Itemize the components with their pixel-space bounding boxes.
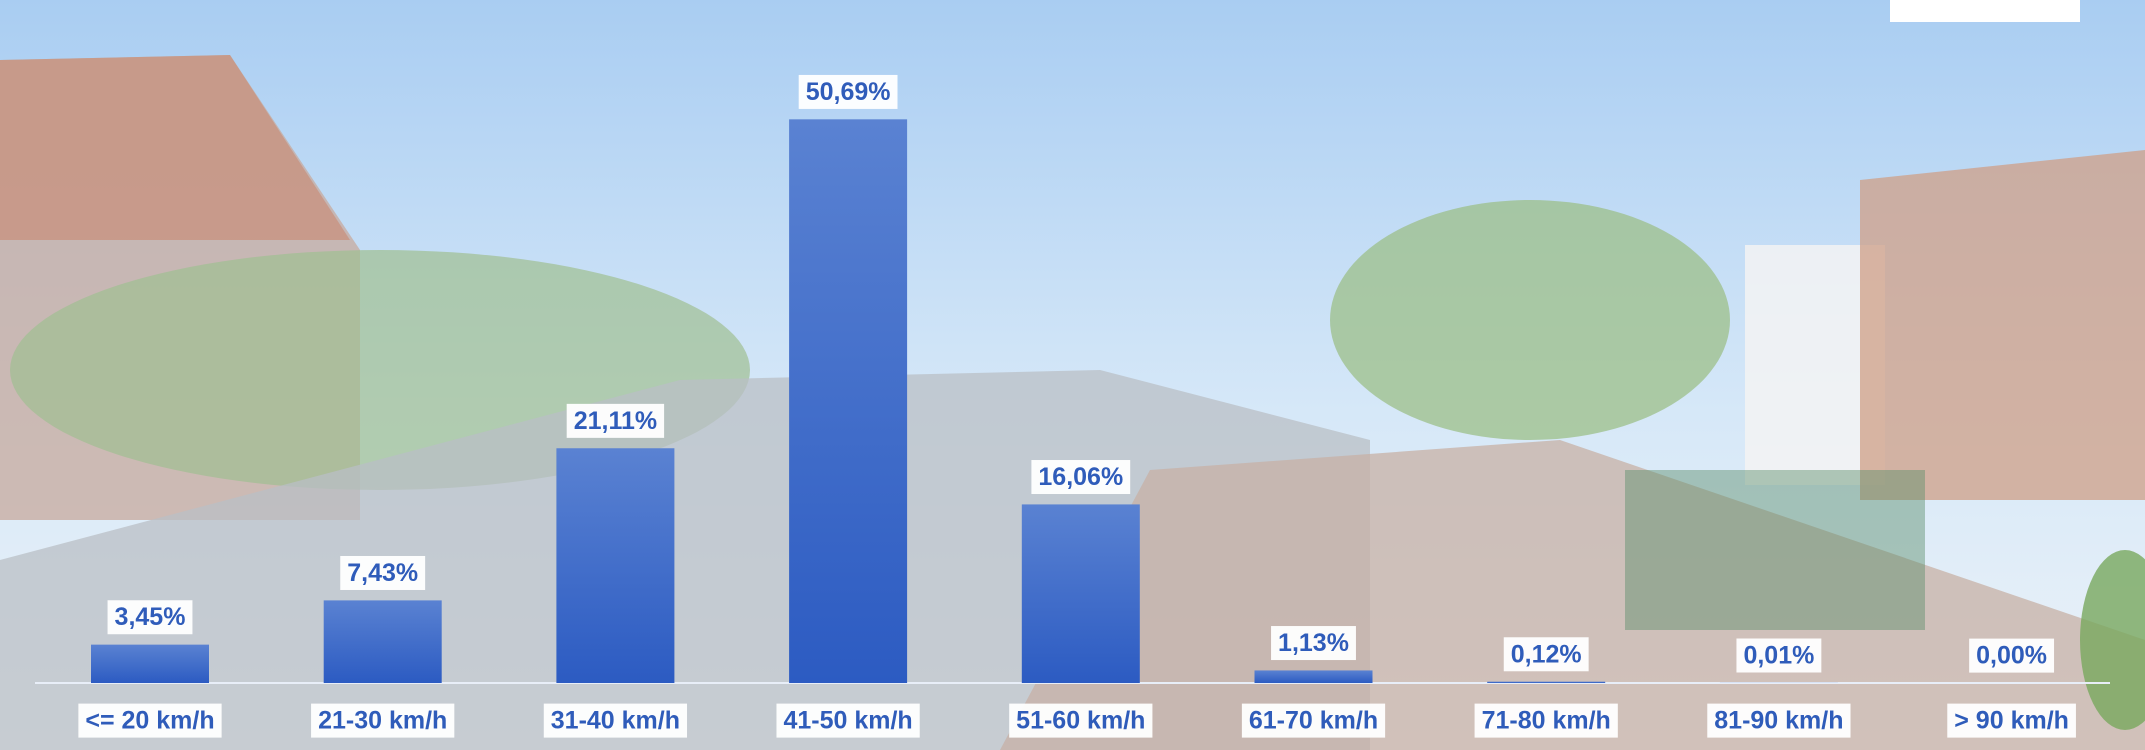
bar (1255, 670, 1373, 683)
bar (324, 600, 442, 683)
bar (1487, 682, 1605, 683)
x-tick-label: 81-90 km/h (1714, 707, 1843, 735)
x-tick-label: 51-60 km/h (1016, 707, 1145, 735)
value-label: 0,12% (1511, 640, 1582, 668)
x-tick-label: 61-70 km/h (1249, 707, 1378, 735)
value-label: 16,06% (1038, 463, 1123, 491)
x-tick-label: 71-80 km/h (1482, 707, 1611, 735)
value-label: 1,13% (1278, 629, 1349, 657)
value-label: 0,01% (1743, 641, 1814, 669)
value-label: 3,45% (115, 603, 186, 631)
x-tick-label: 21-30 km/h (318, 707, 447, 735)
value-label: 0,00% (1976, 642, 2047, 670)
value-label: 50,69% (806, 78, 891, 106)
x-tick-label: 41-50 km/h (783, 707, 912, 735)
value-label: 7,43% (347, 559, 418, 587)
bar (789, 119, 907, 683)
chart: 3,45% <= 20 km/h 7,43% 21-30 km/h 21,11% 31-4… (0, 0, 2145, 750)
x-tick-label: <= 20 km/h (85, 707, 214, 735)
bar (556, 448, 674, 683)
bar (1022, 504, 1140, 683)
value-label: 21,11% (574, 407, 657, 435)
x-tick-label: 31-40 km/h (551, 707, 680, 735)
x-tick-label: > 90 km/h (1954, 707, 2069, 735)
bar (91, 645, 209, 683)
